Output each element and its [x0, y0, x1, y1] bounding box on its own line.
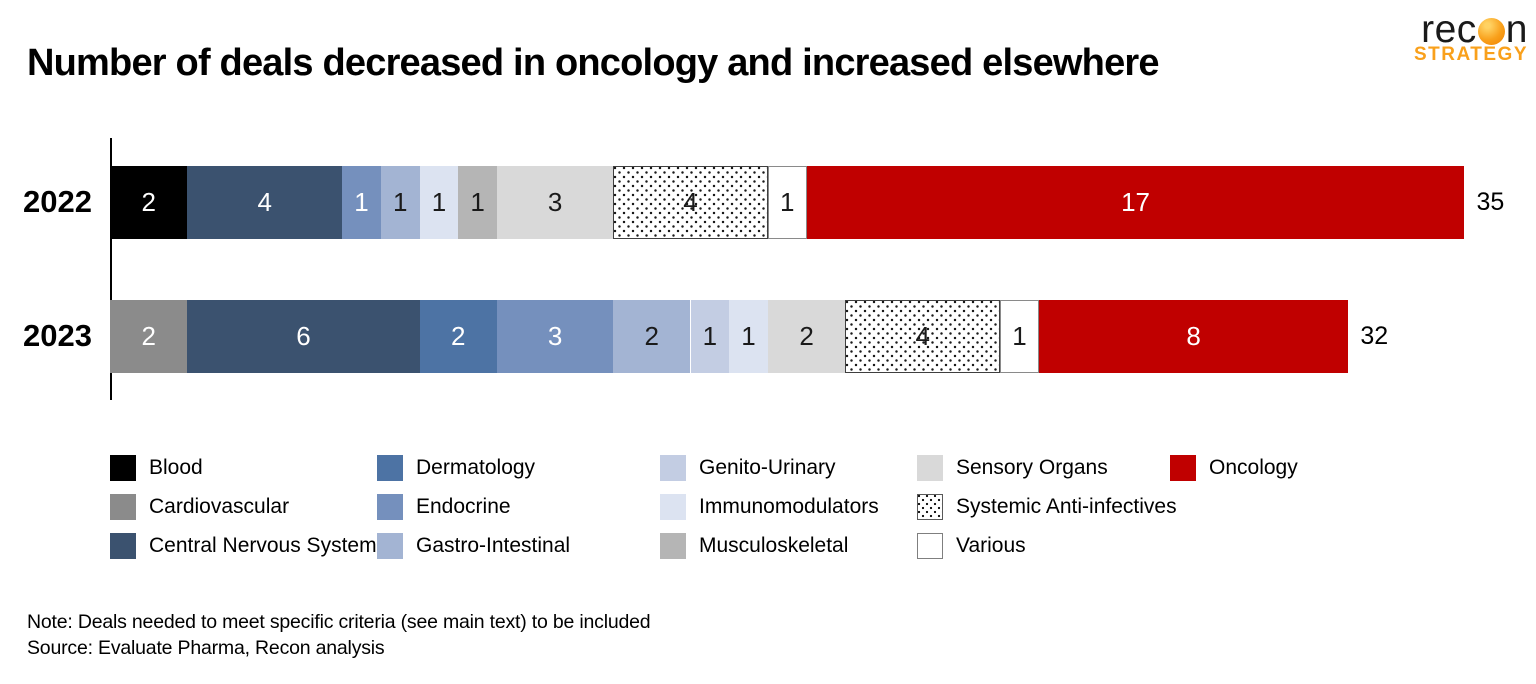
legend-item-genito-urinary: Genito-Urinary [660, 455, 836, 481]
legend-label: Genito-Urinary [699, 456, 836, 479]
legend-label: Cardiovascular [149, 495, 290, 518]
legend-item-central-nervous-system: Central Nervous System [110, 533, 377, 559]
legend-swatch [110, 533, 136, 559]
bar-segment-2023-genito-urinary: 1 [690, 300, 730, 373]
legend-swatch [660, 533, 686, 559]
bar-segment-2022-immunomodulators: 1 [419, 166, 459, 239]
legend-item-oncology: Oncology [1170, 455, 1298, 481]
chart-title: Number of deals decreased in oncology an… [27, 42, 1160, 84]
bar-segment-2022-central-nervous-system: 4 [187, 166, 343, 239]
legend-label: Gastro-Intestinal [416, 534, 571, 557]
bar-segment-2023-oncology: 8 [1038, 300, 1349, 373]
legend-label: Endocrine [416, 495, 511, 518]
legend-swatch [110, 455, 136, 481]
footnotes: Note: Deals needed to meet specific crit… [27, 609, 651, 661]
sun-icon [1477, 18, 1505, 45]
bar-segment-2022-gastro-intestinal: 1 [380, 166, 420, 239]
legend-item-various: Various [917, 533, 1026, 559]
legend-item-gastro-intestinal: Gastro-Intestinal [377, 533, 570, 559]
legend-item-dermatology: Dermatology [377, 455, 535, 481]
bar-segment-2022-sensory-organs: 3 [497, 166, 614, 239]
bar-segment-2022-systemic-anti-infectives: 4 [613, 166, 768, 239]
bar-segment-2023-various: 1 [1000, 300, 1039, 373]
legend-label: Systemic Anti-infectives [956, 495, 1177, 518]
bar-segment-2023-cardiovascular: 2 [110, 300, 188, 373]
bar-2022: 2 4 1 1 1 1 3 4 1 17 [110, 166, 1465, 239]
year-label-2022: 2022 [23, 183, 92, 219]
legend-item-cardiovascular: Cardiovascular [110, 494, 289, 520]
bar-segment-2023-dermatology: 2 [419, 300, 497, 373]
legend-swatch [660, 455, 686, 481]
y-axis-line [110, 138, 112, 400]
legend-label: Dermatology [416, 456, 536, 479]
bar-segment-2023-endocrine: 3 [497, 300, 614, 373]
legend-item-immunomodulators: Immunomodulators [660, 494, 879, 520]
bar-segment-2023-gastro-intestinal: 2 [613, 300, 691, 373]
logo-wordmark: rec n [1368, 10, 1528, 49]
legend-swatch [377, 455, 403, 481]
bar-segment-2023-immunomodulators: 1 [729, 300, 768, 373]
legend-label: Musculoskeletal [699, 534, 849, 557]
legend-label: Central Nervous System [149, 534, 377, 557]
bar-segment-2022-musculoskeletal: 1 [458, 166, 497, 239]
legend-swatch [917, 455, 943, 481]
legend-item-systemic-anti-infectives: Systemic Anti-infectives [917, 494, 1177, 520]
legend-item-sensory-organs: Sensory Organs [917, 455, 1108, 481]
bar-segment-2022-various: 1 [767, 166, 807, 239]
legend-swatch [1170, 455, 1196, 481]
bar-segment-2022-endocrine: 1 [342, 166, 381, 239]
legend-label: Oncology [1209, 456, 1298, 479]
legend-swatch [917, 494, 943, 520]
bar-segment-2022-blood: 2 [110, 166, 188, 239]
legend-label: Immunomodulators [699, 495, 879, 518]
bar-segment-2023-central-nervous-system: 6 [187, 300, 420, 373]
logo-text-pre: rec [1421, 8, 1477, 51]
legend-item-musculoskeletal: Musculoskeletal [660, 533, 848, 559]
total-label-2022: 35 [1476, 187, 1505, 216]
legend-item-blood: Blood [110, 455, 203, 481]
legend-swatch [917, 533, 943, 559]
year-label-2023: 2023 [23, 317, 92, 353]
legend-swatch [377, 533, 403, 559]
logo-strategy-text: STRATEGY [1413, 44, 1528, 65]
recon-strategy-logo: rec n STRATEGY [1368, 10, 1528, 64]
bar-segment-2023-sensory-organs: 2 [767, 300, 846, 373]
legend-label: Sensory Organs [956, 456, 1108, 479]
total-label-2023: 32 [1360, 321, 1389, 350]
source-text: Source: Evaluate Pharma, Recon analysis [27, 637, 385, 659]
legend-swatch [377, 494, 403, 520]
legend-item-endocrine: Endocrine [377, 494, 511, 520]
note-text: Note: Deals needed to meet specific crit… [27, 611, 651, 633]
legend-swatch [660, 494, 686, 520]
logo-text-post: n [1505, 8, 1528, 51]
legend-label: Various [956, 534, 1026, 557]
bar-segment-2023-systemic-anti-infectives: 4 [845, 300, 1001, 373]
legend-swatch [110, 494, 136, 520]
bar-segment-2022-oncology: 17 [806, 166, 1465, 239]
legend-label: Blood [149, 456, 203, 479]
